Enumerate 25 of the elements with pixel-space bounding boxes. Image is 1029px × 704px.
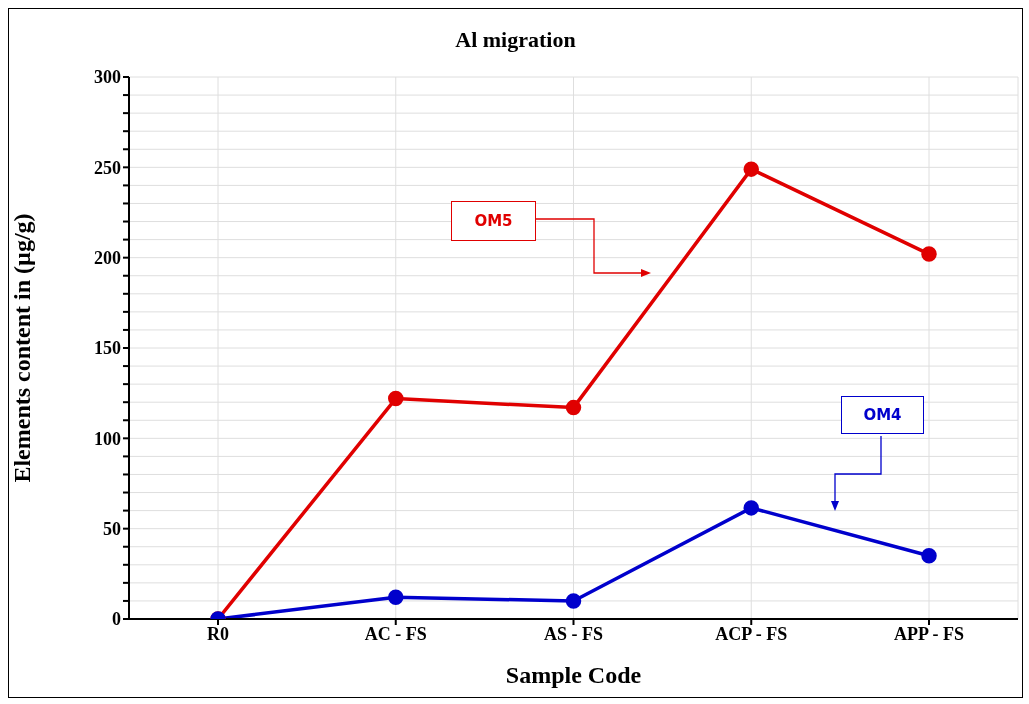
text: OM5: [451, 201, 536, 241]
point: [921, 246, 937, 262]
chart-title: Al migration: [454, 27, 577, 53]
x-axis-title: Sample Code: [505, 662, 642, 688]
y-tick-label: 250: [94, 157, 121, 178]
y-tick-label: 0: [112, 609, 121, 630]
y-axis-title: Elements content in (µg/g): [8, 213, 35, 483]
y-tick-label: 300: [94, 67, 121, 88]
x-tick-label: R0: [207, 623, 229, 644]
point: [565, 399, 582, 416]
point: [743, 161, 759, 177]
y-tick-label: 50: [103, 519, 121, 540]
x-tick-label: AS - FS: [543, 623, 604, 644]
y-tick-label: 200: [94, 248, 121, 269]
x-tick-label: AC - FS: [364, 623, 427, 644]
x-tick-label: APP - FS: [894, 623, 964, 644]
text: OM4: [841, 396, 924, 434]
x-tick-label: ACP - FS: [715, 623, 788, 644]
point: [921, 548, 937, 564]
point: [388, 390, 404, 407]
y-tick-label: 100: [94, 428, 121, 449]
point: [388, 589, 404, 606]
point: [743, 500, 759, 516]
point: [565, 593, 582, 609]
y-tick-label: 150: [94, 338, 121, 359]
